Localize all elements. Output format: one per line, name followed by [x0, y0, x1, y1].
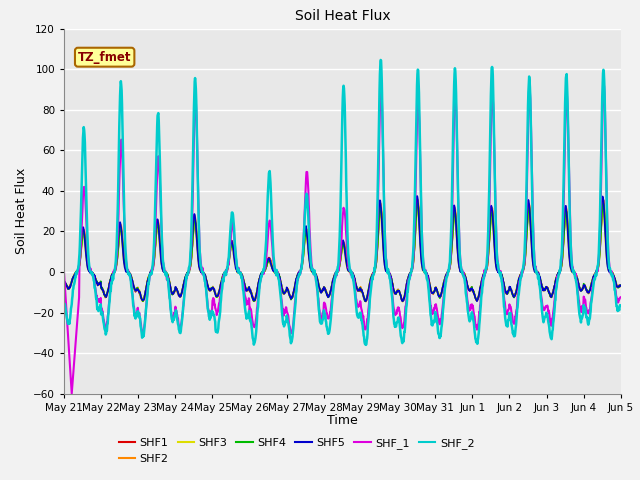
SHF5 — [502, 289, 510, 295]
SHF5 — [184, 270, 191, 276]
Line: SHF1: SHF1 — [64, 200, 620, 301]
SHF_1 — [68, 391, 76, 396]
SHF1 — [600, 197, 607, 203]
SHF5 — [429, 290, 437, 296]
SHF2 — [502, 289, 510, 295]
SHF1 — [362, 299, 370, 304]
SHF3 — [399, 299, 406, 305]
SHF1 — [246, 288, 254, 293]
SHF_2 — [429, 318, 437, 324]
SHF4 — [502, 288, 510, 294]
SHF4 — [184, 269, 192, 275]
SHF_2 — [377, 57, 385, 63]
SHF_2 — [184, 271, 191, 276]
SHF1 — [60, 280, 68, 286]
SHF_2 — [551, 298, 559, 304]
SHF_1 — [246, 307, 254, 312]
SHF_1 — [60, 269, 68, 275]
Title: Soil Heat Flux: Soil Heat Flux — [294, 10, 390, 24]
SHF_1 — [551, 296, 559, 302]
SHF4 — [171, 288, 179, 294]
SHF5 — [246, 288, 254, 294]
SHF4 — [429, 290, 437, 296]
SHF3 — [502, 289, 510, 295]
SHF3 — [246, 287, 254, 293]
SHF4 — [60, 280, 68, 286]
SHF5 — [60, 280, 68, 286]
SHF2 — [616, 283, 624, 289]
SHF2 — [246, 287, 254, 292]
SHF_2 — [616, 302, 624, 308]
SHF2 — [551, 281, 559, 287]
SHF_1 — [616, 295, 624, 300]
SHF4 — [139, 299, 147, 304]
SHF3 — [413, 205, 421, 211]
SHF_1 — [171, 312, 179, 317]
SHF3 — [60, 279, 68, 285]
SHF3 — [616, 283, 624, 288]
SHF2 — [414, 197, 422, 203]
SHF_1 — [429, 310, 436, 315]
SHF1 — [184, 270, 191, 276]
SHF5 — [616, 282, 624, 288]
SHF_2 — [502, 321, 510, 327]
Line: SHF3: SHF3 — [64, 208, 620, 302]
SHF2 — [429, 291, 437, 297]
Y-axis label: Soil Heat Flux: Soil Heat Flux — [15, 168, 28, 254]
Line: SHF2: SHF2 — [64, 200, 620, 301]
SHF_2 — [362, 342, 370, 348]
Line: SHF_2: SHF_2 — [64, 60, 620, 345]
SHF_2 — [170, 315, 178, 321]
SHF1 — [502, 290, 509, 296]
SHF2 — [184, 270, 191, 276]
SHF4 — [551, 281, 559, 287]
SHF3 — [184, 269, 191, 275]
SHF3 — [170, 288, 178, 294]
SHF1 — [429, 290, 436, 296]
SHF2 — [362, 299, 370, 304]
SHF5 — [362, 299, 369, 304]
SHF3 — [429, 290, 437, 296]
X-axis label: Time: Time — [327, 414, 358, 427]
Text: TZ_fmet: TZ_fmet — [78, 51, 131, 64]
SHF5 — [413, 193, 421, 199]
Line: SHF_1: SHF_1 — [64, 84, 620, 394]
SHF1 — [616, 283, 624, 288]
SHF4 — [616, 282, 624, 288]
SHF_1 — [600, 81, 607, 86]
Line: SHF5: SHF5 — [64, 196, 620, 301]
SHF4 — [413, 200, 421, 206]
SHF_1 — [184, 270, 192, 276]
Line: SHF4: SHF4 — [64, 203, 620, 301]
SHF_2 — [60, 301, 68, 307]
SHF_1 — [502, 307, 509, 313]
SHF2 — [170, 289, 178, 295]
SHF2 — [60, 281, 68, 287]
SHF4 — [246, 288, 254, 294]
SHF1 — [170, 289, 178, 295]
SHF1 — [551, 283, 559, 289]
SHF3 — [551, 280, 559, 286]
SHF5 — [551, 281, 559, 287]
SHF5 — [170, 288, 178, 294]
SHF_2 — [246, 317, 254, 323]
Legend: SHF1, SHF2, SHF3, SHF4, SHF5, SHF_1, SHF_2: SHF1, SHF2, SHF3, SHF4, SHF5, SHF_1, SHF… — [114, 434, 479, 468]
